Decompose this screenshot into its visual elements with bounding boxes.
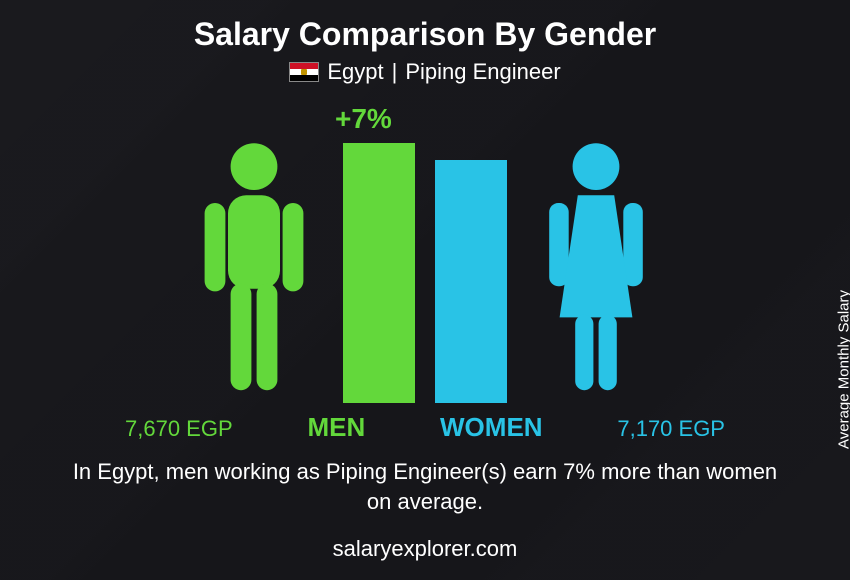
- separator: |: [392, 59, 398, 85]
- role-label: Piping Engineer: [405, 59, 560, 85]
- women-bar: [435, 160, 507, 403]
- men-bar: [343, 143, 415, 403]
- y-axis-label: Average Monthly Salary: [836, 290, 850, 449]
- men-salary: 7,670 EGP: [125, 416, 233, 442]
- man-icon: [189, 138, 319, 403]
- caption-text: In Egypt, men working as Piping Engineer…: [60, 457, 790, 516]
- page-subtitle: Egypt | Piping Engineer: [0, 59, 850, 85]
- woman-icon: [531, 138, 661, 403]
- country-label: Egypt: [327, 59, 383, 85]
- difference-label: +7%: [335, 103, 392, 135]
- men-label: MEN: [307, 412, 365, 443]
- footer-source: salaryexplorer.com: [0, 536, 850, 562]
- comparison-chart: +7% 7,670 EGP: [125, 103, 725, 443]
- women-label: WOMEN: [440, 412, 543, 443]
- labels-row: 7,670 EGP MEN WOMEN 7,170 EGP: [125, 412, 725, 443]
- page-title: Salary Comparison By Gender: [0, 0, 850, 53]
- egypt-flag-icon: [289, 62, 319, 82]
- women-salary: 7,170 EGP: [617, 416, 725, 442]
